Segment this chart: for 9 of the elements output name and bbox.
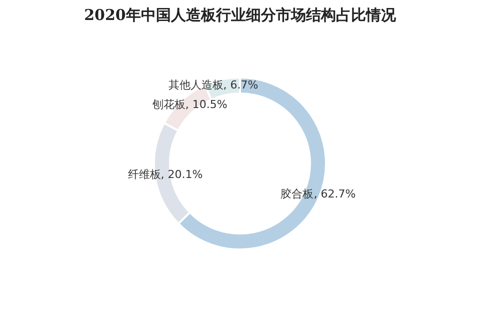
slice-label: 刨花板 [152,98,186,112]
data-label: , 62.7% [314,188,356,201]
slice-label: 胶合板 [280,188,314,201]
data-label: , 6.7% [223,78,258,92]
chart-title: 2020年中国人造板行业细分市场结构占比情况 [84,6,397,24]
slice-label: 其他人造板 [168,78,224,92]
data-label: , 10.5% [185,98,228,112]
data-label: , 20.1% [160,168,203,181]
slice-label: 纤维板 [128,168,161,181]
